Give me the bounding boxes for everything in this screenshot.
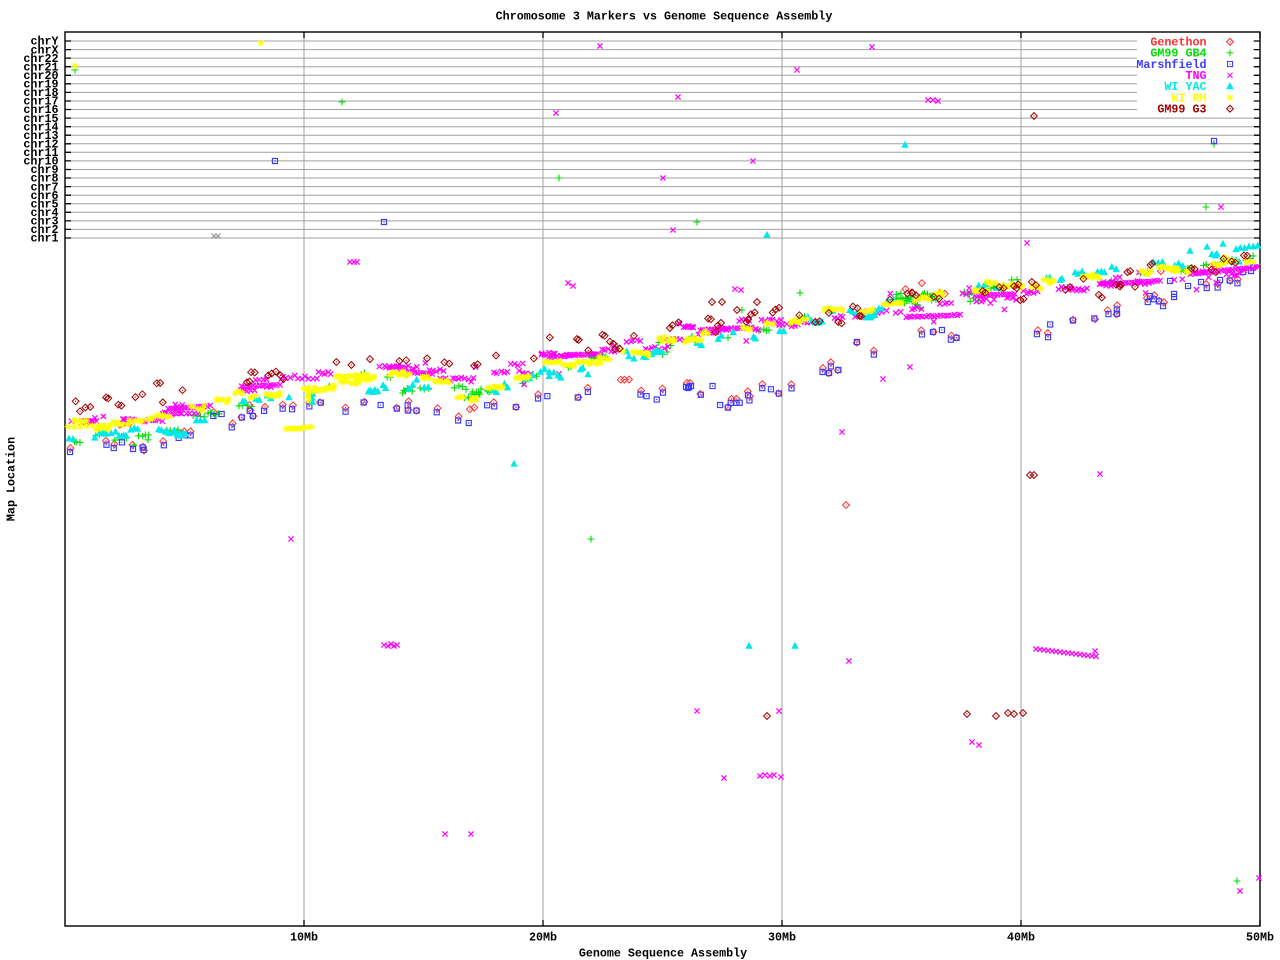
svg-text:GM99 G3: GM99 G3 (1157, 102, 1206, 116)
svg-text:chr2: chr2 (30, 223, 58, 237)
svg-text:chr8: chr8 (30, 172, 58, 186)
svg-text:Genome Sequence Assembly: Genome Sequence Assembly (579, 947, 747, 960)
svg-text:30Mb: 30Mb (768, 931, 796, 945)
svg-text:Marshfield: Marshfield (1136, 58, 1206, 72)
svg-text:chr20: chr20 (23, 69, 58, 83)
svg-text:40Mb: 40Mb (1007, 931, 1035, 945)
svg-text:WI YAC: WI YAC (1164, 80, 1206, 94)
svg-text:chr12: chr12 (23, 138, 58, 152)
svg-text:chr6: chr6 (30, 189, 58, 203)
svg-text:chr9: chr9 (30, 163, 58, 177)
svg-text:chr19: chr19 (23, 78, 58, 92)
svg-text:TNG: TNG (1185, 69, 1206, 83)
svg-text:chr17: chr17 (23, 95, 58, 109)
svg-text:chr16: chr16 (23, 103, 58, 117)
svg-text:chr11: chr11 (23, 146, 58, 160)
svg-text:chr21: chr21 (23, 60, 58, 74)
svg-text:chr5: chr5 (30, 197, 58, 211)
svg-text:Chromosome 3 Markers vs Genome: Chromosome 3 Markers vs Genome Sequence … (496, 10, 833, 24)
svg-text:chr18: chr18 (23, 86, 58, 100)
svg-text:Map Location: Map Location (5, 437, 19, 521)
svg-text:Genethon: Genethon (1150, 36, 1206, 50)
svg-text:chr15: chr15 (23, 112, 58, 126)
svg-text:chr1: chr1 (30, 232, 58, 246)
svg-text:chr4: chr4 (30, 206, 58, 220)
svg-text:chrX: chrX (30, 43, 59, 57)
svg-text:10Mb: 10Mb (290, 931, 318, 945)
svg-text:WI RH: WI RH (1171, 91, 1206, 105)
svg-text:chr14: chr14 (23, 120, 58, 134)
svg-text:chr10: chr10 (23, 155, 58, 169)
svg-text:chr7: chr7 (30, 180, 58, 194)
svg-text:20Mb: 20Mb (529, 931, 557, 945)
svg-text:chrY: chrY (30, 35, 58, 49)
svg-text:chr22: chr22 (23, 52, 58, 66)
svg-text:GM99 GB4: GM99 GB4 (1150, 47, 1206, 61)
svg-text:chr13: chr13 (23, 129, 58, 143)
svg-text:chr3: chr3 (30, 215, 58, 229)
svg-text:50Mb: 50Mb (1246, 931, 1274, 945)
